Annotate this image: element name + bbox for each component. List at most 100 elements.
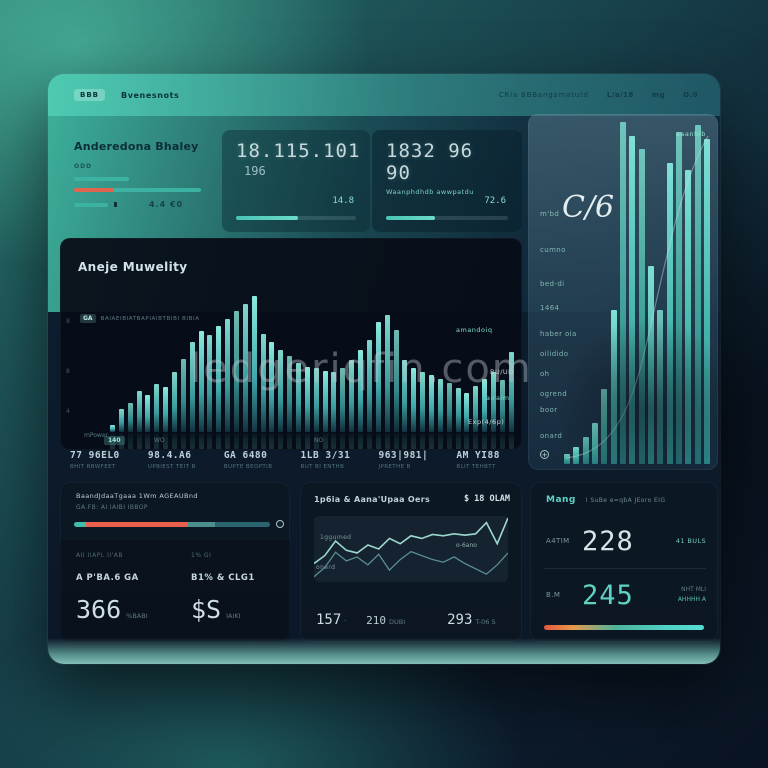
app-logo-badge[interactable]: BBB (74, 89, 106, 101)
column-heading: B1% & CLG1 (191, 573, 255, 583)
footer-value: 157 (316, 612, 342, 628)
right-axis-label: m'bd (540, 210, 560, 218)
card3-progress-track (386, 216, 508, 220)
main-chart-title: Aneje Muwelity (78, 260, 188, 274)
column-heading: A P'BA.6 GA (76, 573, 139, 583)
x-axis-label: WO (154, 437, 165, 444)
x-axis-label-left: mPower (84, 432, 108, 439)
card2-value: 18.115.101 (236, 140, 361, 162)
kpi-item: AM YI88 BLIT TEHBTT (456, 450, 500, 470)
card1-label: ODD (74, 163, 93, 170)
brand-group: BBB Bvenesnots (74, 89, 179, 101)
right-analytics-panel: aaanbib C/6 m'bd cumno bed-di 1464 haber… (528, 114, 718, 470)
panel-c-title: Mang (546, 495, 576, 505)
header-nav-title: CRia BBBangamatutd (498, 91, 589, 99)
panel-c-subtitle: I SuBe e=qbA JEoro EIG (585, 497, 666, 504)
right-axis-label: 1464 (540, 304, 560, 312)
progress-handle[interactable] (276, 520, 284, 528)
card1-bar-2 (74, 188, 206, 192)
dashboard-window: BBB Bvenesnots CRia BBBangamatutd L/a/18… (48, 74, 720, 664)
column-caption: AII IIAPL II'AB (76, 552, 123, 559)
window-header: BBB Bvenesnots CRia BBBangamatutd L/a/18… (48, 74, 720, 116)
kpi-item: 98.4.A6 UPBIEST TEIT B (148, 450, 196, 470)
footer-suffix: T-06 S (475, 618, 496, 626)
series-label-2: onerd (316, 564, 336, 571)
kpi-label: JPRETHE B (378, 464, 411, 470)
kpi-value: GA 6480 (223, 450, 268, 461)
card3-subvalue: Waanphdhdb awwpatdu (386, 188, 474, 196)
card1-title: Anderedona Bhaley (74, 140, 199, 153)
header-nav: CRia BBBangamatutd L/a/18 mg O.0 (499, 91, 698, 99)
card1-bar-3-row: 4.4 €0 (74, 200, 206, 209)
panel-a-subtitle: GA.FB: AI IAIBI IBBOP (76, 504, 148, 511)
kpi-item: 77 96EL0 BHIT BBWFEET (70, 450, 120, 470)
kpi-value: 77 96EL0 (70, 450, 120, 461)
right-axis-label: ogrend (540, 390, 568, 398)
chart-annotation: BU/UD (490, 368, 514, 376)
line-chart-svg (314, 516, 508, 582)
footer-suffix: DUBI (388, 618, 406, 626)
x-axis-label: NO (314, 437, 324, 444)
card3-metric: 72.6 (484, 196, 506, 206)
right-axis-label: haber oia (540, 330, 577, 338)
right-axis-label: bed-di (540, 280, 565, 288)
column-caption: 1% GI (191, 552, 212, 559)
chart-annotation: airaim (486, 394, 510, 402)
metric-note-line1: NHT MLI (681, 586, 706, 594)
kpi-label: BHIT BBWFEET (70, 464, 116, 470)
column-suffix: IAIKI (226, 612, 241, 620)
progress-segment (85, 522, 188, 527)
card1-tick-marker (114, 202, 117, 207)
panel-a-stats: AII IIAPL II'AB A P'BA.6 GA 366 %BABI 1% … (60, 540, 290, 642)
kpi-label: UPBIEST TEIT B (147, 464, 196, 470)
right-axis-label: boor (540, 406, 558, 414)
card1-bar-teal-segment (113, 188, 201, 192)
kpi-strip: 77 96EL0 BHIT BBWFEET 98.4.A6 UPBIEST TEIT… (70, 450, 500, 470)
panel-a-title: BaandJdaaTgaaa 1Wm AGEAUBnd (76, 492, 198, 500)
stat-card-summary: Anderedona Bhaley ODD 4.4 €0 (60, 130, 220, 232)
app-brand-name: Bvenesnots (121, 90, 180, 100)
kpi-value: 1LB 3/31 (300, 450, 351, 461)
line-annotation: o-6ano (456, 542, 477, 549)
metric-label: B.M (546, 591, 561, 599)
metric-note-line2: AHHHH A (677, 596, 706, 603)
metric-label: A4TIM (546, 537, 570, 545)
legend-badge: GA (80, 314, 96, 323)
card1-bar-1 (74, 177, 130, 181)
panel-b-value: $ 18 OLAM (463, 494, 510, 504)
metric-note: 41 BULS (675, 537, 706, 545)
main-chart-panel: Aneje Muwelity GA BAIAEIBIATBAPIAIBTBIBI… (60, 238, 522, 450)
nav-item-3[interactable]: O.0 (683, 91, 698, 99)
plus-circle-icon[interactable]: + (540, 450, 549, 459)
bottom-panel-linechart: 1p6ia & Aana'Upaa Oers $ 18 OLAM 1ggumed… (300, 482, 522, 642)
kpi-label: BUT BI ENTHB (300, 464, 345, 470)
kpi-item: 963|981| JPRETHE B (378, 450, 428, 470)
metric-value: 245 (582, 579, 634, 611)
chart-annotation: Exp(4/6p) (468, 418, 505, 426)
main-chart-legend: GA BAIAEIBIATBAPIAIBTBIBI BIBIA (80, 314, 200, 323)
metric-notes: NHT MLI AHHHH A (678, 585, 706, 604)
bottom-panel-progress: BaandJdaaTgaaa 1Wm AGEAUBnd GA.FB: AI IA… (60, 482, 290, 642)
chart-annotation: amandoiq (456, 326, 493, 334)
nav-item-1[interactable]: L/a/18 (606, 91, 634, 99)
footer-value: 293 (447, 612, 473, 628)
right-panel-corner-label: aaanbib (675, 130, 706, 138)
gradient-progress-bar (544, 625, 704, 630)
metric-row-1: A4TIM 228 41 BULS (546, 520, 706, 562)
x-axis-badge[interactable]: 140 (104, 436, 125, 445)
main-bar-chart (110, 296, 514, 432)
kpi-value: 98.4.A6 (147, 450, 192, 461)
panel-a-progress (74, 522, 270, 527)
panel-b-footer: 157 ' 210 DUBI 293 T-06 S (316, 609, 512, 628)
panel-a-column-2: 1% GI B1% & CLG1 $S IAIKI (175, 540, 290, 642)
stat-card-ip-primary: 18.115.101 196 14.8 (222, 130, 370, 232)
card3-progress-fill (386, 216, 435, 220)
kpi-item: GA 6480 BUPTE BEOPTIB (224, 450, 273, 470)
card2-progress-track (236, 216, 356, 220)
line-series-2 (314, 552, 508, 577)
progress-segment (74, 522, 86, 527)
window-bottom-glow (48, 638, 720, 664)
nav-item-2[interactable]: mg (651, 91, 666, 99)
y-axis-tick: 4 (66, 408, 70, 415)
